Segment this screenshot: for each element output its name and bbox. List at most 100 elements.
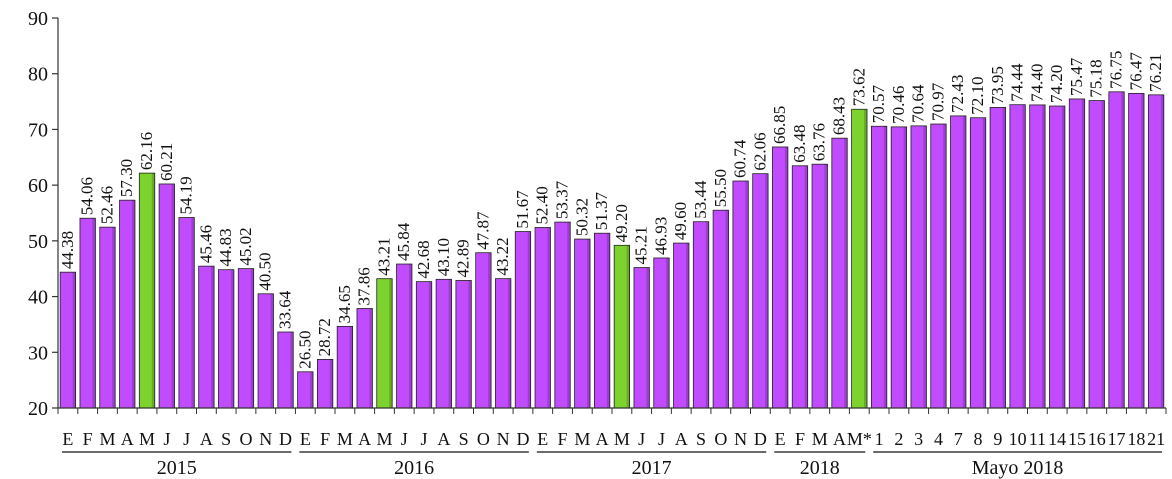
x-tick-label: F bbox=[83, 429, 93, 449]
x-tick-label: N bbox=[259, 429, 272, 449]
x-tick-label: M bbox=[574, 429, 590, 449]
bar-shade bbox=[151, 173, 155, 408]
x-tick-label: 4 bbox=[934, 429, 943, 449]
x-tick-label: M* bbox=[847, 429, 872, 449]
group-label: 2018 bbox=[800, 457, 840, 479]
x-tick-label: S bbox=[221, 429, 231, 449]
data-label: 73.95 bbox=[988, 66, 1007, 104]
bar-shade bbox=[408, 264, 412, 408]
bar-shade bbox=[250, 268, 254, 408]
y-tick-label: 90 bbox=[28, 8, 48, 30]
bar-shade bbox=[587, 239, 591, 408]
bar-shade bbox=[230, 269, 234, 408]
data-label: 44.38 bbox=[58, 231, 77, 269]
y-tick-label: 80 bbox=[28, 64, 48, 86]
bar-shade bbox=[369, 308, 373, 408]
x-tick-label: O bbox=[714, 429, 727, 449]
bar-shade bbox=[191, 217, 195, 408]
x-tick-label: 14 bbox=[1048, 429, 1066, 449]
data-label: 46.93 bbox=[651, 217, 670, 255]
bar-shade bbox=[903, 126, 907, 408]
x-tick-label: D bbox=[279, 429, 292, 449]
data-label: 52.40 bbox=[533, 186, 552, 224]
y-tick-label: 30 bbox=[28, 342, 48, 364]
data-label: 70.46 bbox=[889, 86, 908, 124]
data-label: 76.21 bbox=[1146, 54, 1165, 92]
bar-shade bbox=[349, 326, 353, 408]
x-tick-label: 2 bbox=[894, 429, 903, 449]
x-tick-label: A bbox=[121, 429, 134, 449]
y-tick-label: 60 bbox=[28, 175, 48, 197]
x-tick-label: 7 bbox=[954, 429, 963, 449]
x-tick-label: A bbox=[596, 429, 609, 449]
x-tick-label: E bbox=[537, 429, 548, 449]
x-tick-label: E bbox=[62, 429, 73, 449]
x-tick-label: J bbox=[658, 429, 665, 449]
bar-shade bbox=[112, 227, 116, 408]
data-label: 75.18 bbox=[1087, 59, 1106, 97]
x-tick-label: 18 bbox=[1127, 429, 1145, 449]
y-tick-label: 70 bbox=[28, 119, 48, 141]
data-label: 42.68 bbox=[414, 240, 433, 278]
data-label: 62.06 bbox=[750, 132, 769, 170]
y-tick-label: 20 bbox=[28, 398, 48, 420]
data-label: 26.50 bbox=[295, 331, 314, 369]
bar-shade bbox=[864, 109, 868, 408]
data-label: 72.43 bbox=[948, 75, 967, 113]
bar-shade bbox=[982, 117, 986, 408]
bar-shade bbox=[685, 243, 689, 408]
x-tick-label: 3 bbox=[914, 429, 923, 449]
group-label: 2017 bbox=[632, 457, 672, 479]
data-label: 70.57 bbox=[869, 85, 888, 124]
x-tick-label: 17 bbox=[1108, 429, 1126, 449]
bar-shade bbox=[468, 280, 472, 408]
x-tick-label: J bbox=[421, 429, 428, 449]
bar-shade bbox=[1022, 104, 1026, 408]
y-tick-label: 40 bbox=[28, 287, 48, 309]
data-label: 63.48 bbox=[790, 125, 809, 163]
x-tick-label: J bbox=[163, 429, 170, 449]
data-label: 37.86 bbox=[355, 267, 374, 305]
data-label: 49.60 bbox=[671, 202, 690, 240]
data-label: 60.21 bbox=[157, 143, 176, 181]
bar-shade bbox=[765, 173, 769, 408]
bar-shade bbox=[1121, 91, 1125, 409]
data-label: 44.83 bbox=[216, 228, 235, 266]
x-tick-label: D bbox=[516, 429, 529, 449]
x-tick-label: M bbox=[139, 429, 155, 449]
bar-shade bbox=[626, 245, 630, 408]
bar-shade bbox=[646, 267, 650, 408]
bar-shade bbox=[1061, 106, 1065, 409]
data-label: 52.46 bbox=[97, 186, 116, 224]
bar-shade bbox=[92, 218, 96, 408]
data-label: 70.64 bbox=[909, 84, 928, 123]
data-label: 76.47 bbox=[1126, 52, 1145, 91]
data-label: 55.50 bbox=[711, 169, 730, 207]
bar-shade bbox=[784, 146, 788, 408]
data-label: 74.20 bbox=[1047, 65, 1066, 103]
x-tick-label: F bbox=[795, 429, 805, 449]
data-label: 76.75 bbox=[1107, 51, 1126, 89]
x-tick-label: 11 bbox=[1029, 429, 1046, 449]
group-label: 2015 bbox=[157, 457, 197, 479]
bar-shade bbox=[389, 278, 393, 408]
x-tick-label: 10 bbox=[1009, 429, 1027, 449]
data-label: 40.50 bbox=[256, 253, 275, 291]
bar-shade bbox=[725, 210, 729, 408]
bar-shade bbox=[171, 183, 175, 408]
x-tick-label: M bbox=[337, 429, 353, 449]
x-tick-label: S bbox=[459, 429, 469, 449]
data-label: 43.10 bbox=[434, 238, 453, 276]
data-label: 73.62 bbox=[849, 68, 868, 106]
x-tick-label: D bbox=[754, 429, 767, 449]
data-label: 42.89 bbox=[454, 239, 473, 277]
data-label: 45.21 bbox=[632, 226, 651, 264]
bar-series bbox=[59, 91, 1165, 409]
bar-shade bbox=[211, 266, 215, 408]
data-label: 33.64 bbox=[276, 290, 295, 329]
data-label: 62.16 bbox=[137, 132, 156, 170]
bar-shade bbox=[329, 359, 333, 408]
bar-shade bbox=[824, 164, 828, 408]
